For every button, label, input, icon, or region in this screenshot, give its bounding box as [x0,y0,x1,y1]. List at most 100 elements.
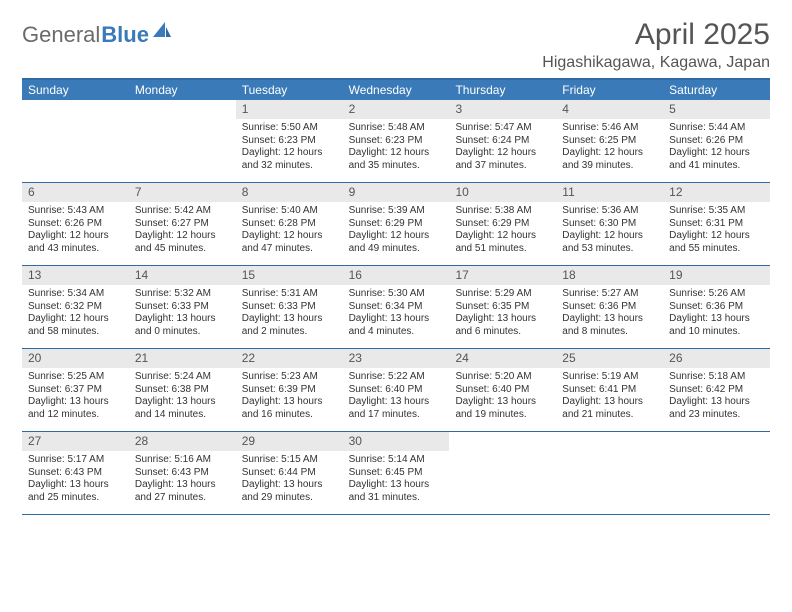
daylight-line: Daylight: 13 hours and 21 minutes. [562,396,657,421]
sunset-line: Sunset: 6:35 PM [455,301,550,314]
cell-body: Sunrise: 5:15 AMSunset: 6:44 PMDaylight:… [236,451,343,510]
calendar-cell [449,432,556,514]
cell-body: Sunrise: 5:43 AMSunset: 6:26 PMDaylight:… [22,202,129,261]
day-header: Tuesday [236,80,343,100]
day-header: Monday [129,80,236,100]
daylight-line: Daylight: 12 hours and 43 minutes. [28,230,123,255]
daylight-line: Daylight: 13 hours and 14 minutes. [135,396,230,421]
day-number: 20 [22,349,129,368]
cell-body: Sunrise: 5:40 AMSunset: 6:28 PMDaylight:… [236,202,343,261]
day-number: 10 [449,183,556,202]
cell-body: Sunrise: 5:38 AMSunset: 6:29 PMDaylight:… [449,202,556,261]
sunrise-line: Sunrise: 5:34 AM [28,288,123,301]
calendar-cell [22,100,129,182]
daylight-line: Daylight: 12 hours and 32 minutes. [242,147,337,172]
sunset-line: Sunset: 6:29 PM [349,218,444,231]
daylight-line: Daylight: 12 hours and 58 minutes. [28,313,123,338]
sunset-line: Sunset: 6:27 PM [135,218,230,231]
daylight-line: Daylight: 13 hours and 29 minutes. [242,479,337,504]
calendar-cell: 17Sunrise: 5:29 AMSunset: 6:35 PMDayligh… [449,266,556,348]
sunrise-line: Sunrise: 5:23 AM [242,371,337,384]
daylight-line: Daylight: 13 hours and 19 minutes. [455,396,550,421]
calendar-cell: 24Sunrise: 5:20 AMSunset: 6:40 PMDayligh… [449,349,556,431]
calendar-cell: 1Sunrise: 5:50 AMSunset: 6:23 PMDaylight… [236,100,343,182]
sunset-line: Sunset: 6:23 PM [242,135,337,148]
day-number: 3 [449,100,556,119]
daylight-line: Daylight: 12 hours and 55 minutes. [669,230,764,255]
daylight-line: Daylight: 13 hours and 27 minutes. [135,479,230,504]
calendar-cell [556,432,663,514]
calendar-cell: 21Sunrise: 5:24 AMSunset: 6:38 PMDayligh… [129,349,236,431]
calendar-cell: 19Sunrise: 5:26 AMSunset: 6:36 PMDayligh… [663,266,770,348]
day-number: 27 [22,432,129,451]
cell-body: Sunrise: 5:42 AMSunset: 6:27 PMDaylight:… [129,202,236,261]
daylight-line: Daylight: 12 hours and 45 minutes. [135,230,230,255]
sunrise-line: Sunrise: 5:40 AM [242,205,337,218]
day-number: 18 [556,266,663,285]
cell-body: Sunrise: 5:20 AMSunset: 6:40 PMDaylight:… [449,368,556,427]
calendar-cell: 23Sunrise: 5:22 AMSunset: 6:40 PMDayligh… [343,349,450,431]
sunset-line: Sunset: 6:43 PM [28,467,123,480]
sunrise-line: Sunrise: 5:27 AM [562,288,657,301]
calendar: SundayMondayTuesdayWednesdayThursdayFrid… [22,78,770,515]
sunset-line: Sunset: 6:26 PM [28,218,123,231]
calendar-cell: 18Sunrise: 5:27 AMSunset: 6:36 PMDayligh… [556,266,663,348]
cell-body: Sunrise: 5:44 AMSunset: 6:26 PMDaylight:… [663,119,770,178]
sunrise-line: Sunrise: 5:46 AM [562,122,657,135]
daylight-line: Daylight: 13 hours and 0 minutes. [135,313,230,338]
calendar-cell [663,432,770,514]
cell-body: Sunrise: 5:29 AMSunset: 6:35 PMDaylight:… [449,285,556,344]
calendar-cell: 28Sunrise: 5:16 AMSunset: 6:43 PMDayligh… [129,432,236,514]
day-number: 8 [236,183,343,202]
sunset-line: Sunset: 6:44 PM [242,467,337,480]
sunset-line: Sunset: 6:36 PM [562,301,657,314]
week-row: 13Sunrise: 5:34 AMSunset: 6:32 PMDayligh… [22,266,770,349]
cell-body: Sunrise: 5:39 AMSunset: 6:29 PMDaylight:… [343,202,450,261]
calendar-cell: 25Sunrise: 5:19 AMSunset: 6:41 PMDayligh… [556,349,663,431]
sunrise-line: Sunrise: 5:17 AM [28,454,123,467]
sunrise-line: Sunrise: 5:38 AM [455,205,550,218]
daylight-line: Daylight: 13 hours and 25 minutes. [28,479,123,504]
day-number: 29 [236,432,343,451]
cell-body: Sunrise: 5:23 AMSunset: 6:39 PMDaylight:… [236,368,343,427]
sunrise-line: Sunrise: 5:15 AM [242,454,337,467]
sunset-line: Sunset: 6:41 PM [562,384,657,397]
logo-text-general: General [22,22,100,48]
daylight-line: Daylight: 13 hours and 2 minutes. [242,313,337,338]
calendar-cell: 16Sunrise: 5:30 AMSunset: 6:34 PMDayligh… [343,266,450,348]
calendar-cell: 14Sunrise: 5:32 AMSunset: 6:33 PMDayligh… [129,266,236,348]
day-number: 5 [663,100,770,119]
daylight-line: Daylight: 13 hours and 10 minutes. [669,313,764,338]
cell-body: Sunrise: 5:24 AMSunset: 6:38 PMDaylight:… [129,368,236,427]
calendar-cell: 26Sunrise: 5:18 AMSunset: 6:42 PMDayligh… [663,349,770,431]
cell-body: Sunrise: 5:31 AMSunset: 6:33 PMDaylight:… [236,285,343,344]
sunrise-line: Sunrise: 5:22 AM [349,371,444,384]
sunrise-line: Sunrise: 5:30 AM [349,288,444,301]
sunrise-line: Sunrise: 5:24 AM [135,371,230,384]
calendar-cell: 7Sunrise: 5:42 AMSunset: 6:27 PMDaylight… [129,183,236,265]
sunrise-line: Sunrise: 5:36 AM [562,205,657,218]
cell-body: Sunrise: 5:34 AMSunset: 6:32 PMDaylight:… [22,285,129,344]
day-number: 2 [343,100,450,119]
sunset-line: Sunset: 6:45 PM [349,467,444,480]
daylight-line: Daylight: 12 hours and 37 minutes. [455,147,550,172]
daylight-line: Daylight: 13 hours and 4 minutes. [349,313,444,338]
sunset-line: Sunset: 6:40 PM [349,384,444,397]
sunrise-line: Sunrise: 5:32 AM [135,288,230,301]
cell-body: Sunrise: 5:22 AMSunset: 6:40 PMDaylight:… [343,368,450,427]
cell-body: Sunrise: 5:26 AMSunset: 6:36 PMDaylight:… [663,285,770,344]
logo: General Blue [22,22,172,48]
day-number: 4 [556,100,663,119]
cell-body: Sunrise: 5:47 AMSunset: 6:24 PMDaylight:… [449,119,556,178]
day-header: Friday [556,80,663,100]
day-number: 6 [22,183,129,202]
header: General Blue April 2025 Higashikagawa, K… [22,18,770,72]
daylight-line: Daylight: 12 hours and 39 minutes. [562,147,657,172]
sunset-line: Sunset: 6:32 PM [28,301,123,314]
day-number: 1 [236,100,343,119]
day-header: Saturday [663,80,770,100]
day-number: 12 [663,183,770,202]
cell-body: Sunrise: 5:48 AMSunset: 6:23 PMDaylight:… [343,119,450,178]
sunrise-line: Sunrise: 5:18 AM [669,371,764,384]
sunset-line: Sunset: 6:30 PM [562,218,657,231]
